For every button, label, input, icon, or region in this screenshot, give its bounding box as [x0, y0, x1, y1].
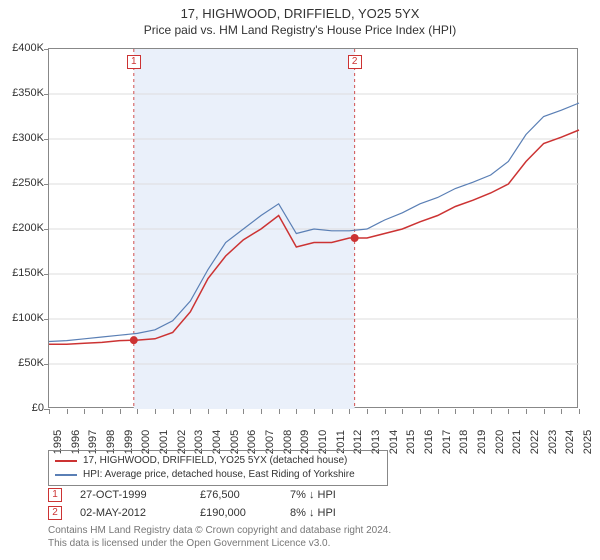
sale-date: 02-MAY-2012 — [80, 507, 200, 519]
x-tick-label: 2015 — [405, 430, 417, 454]
x-axis-labels: 1995199619971998199920002001200220032004… — [48, 412, 578, 448]
legend-swatch — [55, 460, 77, 462]
titles: 17, HIGHWOOD, DRIFFIELD, YO25 5YX Price … — [0, 0, 600, 39]
y-tick-label: £50K — [18, 357, 44, 369]
footer-line2: This data is licensed under the Open Gov… — [48, 537, 391, 550]
x-tick-label: 2021 — [511, 430, 523, 454]
x-tick-label: 2018 — [458, 430, 470, 454]
x-tick-label: 2017 — [441, 430, 453, 454]
y-tick-label: £350K — [12, 87, 44, 99]
sale-row: 2 02-MAY-2012£190,0008% ↓ HPI — [48, 504, 390, 522]
chart-plot-area: 12 — [48, 48, 578, 408]
y-tick-label: £300K — [12, 132, 44, 144]
x-tick-label: 2019 — [476, 430, 488, 454]
legend-item: 17, HIGHWOOD, DRIFFIELD, YO25 5YX (detac… — [55, 454, 381, 468]
y-tick-label: £150K — [12, 267, 44, 279]
legend: 17, HIGHWOOD, DRIFFIELD, YO25 5YX (detac… — [48, 450, 388, 486]
sale-price: £190,000 — [200, 507, 290, 519]
sale-date: 27-OCT-1999 — [80, 489, 200, 501]
y-tick-label: £400K — [12, 42, 44, 54]
x-tick-label: 2024 — [564, 430, 576, 454]
legend-item: HPI: Average price, detached house, East… — [55, 468, 381, 482]
legend-label: 17, HIGHWOOD, DRIFFIELD, YO25 5YX (detac… — [83, 454, 347, 468]
sale-diff: 7% ↓ HPI — [290, 489, 390, 501]
sale-marker-num: 2 — [48, 506, 62, 520]
chart-subtitle: Price paid vs. HM Land Registry's House … — [10, 23, 590, 37]
footer-attribution: Contains HM Land Registry data © Crown c… — [48, 524, 391, 550]
sale-row: 1 27-OCT-1999£76,5007% ↓ HPI — [48, 486, 390, 504]
sales-table: 1 27-OCT-1999£76,5007% ↓ HPI 2 02-MAY-2012£… — [48, 486, 390, 522]
x-tick-label: 2014 — [388, 430, 400, 454]
chart-svg — [49, 49, 579, 409]
legend-label: HPI: Average price, detached house, East… — [83, 468, 355, 482]
sale-diff: 8% ↓ HPI — [290, 507, 390, 519]
y-tick-label: £0 — [32, 402, 44, 414]
x-tick-label: 2022 — [529, 430, 541, 454]
legend-swatch — [55, 474, 77, 476]
y-tick-label: £250K — [12, 177, 44, 189]
sale-marker-num: 1 — [48, 488, 62, 502]
x-tick-label: 2025 — [582, 430, 594, 454]
y-tick-label: £200K — [12, 222, 44, 234]
footer-line1: Contains HM Land Registry data © Crown c… — [48, 524, 391, 537]
x-tick-label: 2023 — [547, 430, 559, 454]
x-tick-label: 2016 — [423, 430, 435, 454]
y-tick-label: £100K — [12, 312, 44, 324]
chart-marker-1: 1 — [127, 55, 141, 69]
chart-title: 17, HIGHWOOD, DRIFFIELD, YO25 5YX — [10, 6, 590, 21]
y-axis-labels: £0£50K£100K£150K£200K£250K£300K£350K£400… — [0, 48, 46, 408]
x-tick-label: 2020 — [494, 430, 506, 454]
sale-price: £76,500 — [200, 489, 290, 501]
chart-marker-2: 2 — [348, 55, 362, 69]
